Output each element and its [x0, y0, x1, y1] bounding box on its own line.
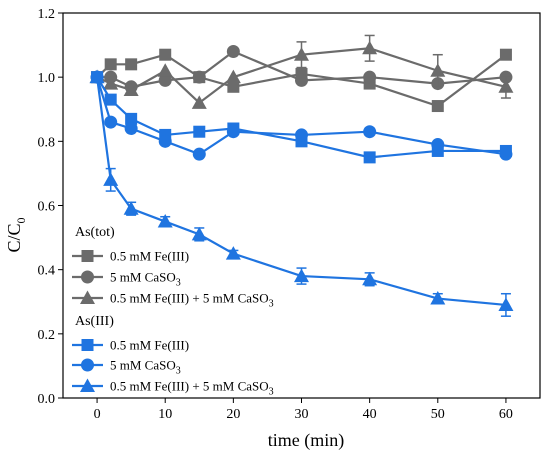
legend-label-main: 0.5 mM Fe(III) + 5 mM CaSO	[110, 291, 269, 306]
x-tick-label: 10	[158, 407, 172, 422]
y-tick-label: 1.0	[38, 71, 56, 86]
data-point	[226, 125, 240, 139]
data-point	[498, 79, 514, 93]
y-tick-label: 0.4	[38, 264, 56, 279]
data-point	[431, 100, 444, 113]
legend-label: 0.5 mM Fe(III) + 5 mM CaSO3	[110, 379, 274, 398]
data-point	[430, 63, 446, 77]
series-line	[97, 50, 507, 88]
x-tick-label: 40	[363, 407, 377, 422]
data-point	[191, 226, 207, 241]
data-point	[294, 47, 309, 61]
legend-label-main: 0.5 mM Fe(III) + 5 mM CaSO	[110, 379, 269, 394]
data-point	[362, 40, 378, 55]
legend-label-sub: 3	[176, 366, 181, 377]
series-line	[96, 47, 507, 105]
data-point	[103, 172, 119, 186]
legend-label-main: 5 mM CaSO	[110, 358, 176, 373]
data-point	[123, 82, 139, 96]
x-tick-label: 50	[431, 407, 445, 422]
data-point	[192, 147, 206, 161]
y-axis-title: C/C0	[4, 217, 28, 252]
data-point	[191, 95, 207, 109]
data-point	[294, 268, 309, 283]
data-point	[225, 69, 241, 84]
data-point	[363, 151, 376, 164]
y-axis-title-main: C/C	[4, 223, 24, 252]
data-point	[499, 147, 513, 161]
legend-label: 5 mM CaSO3	[110, 358, 181, 377]
legend-label-sub: 3	[176, 278, 181, 289]
legend-marker	[81, 358, 94, 372]
data-point	[295, 128, 308, 142]
legend-label: 5 mM CaSO3	[110, 270, 181, 289]
series-iii-circle	[90, 70, 513, 161]
legend-label: 0.5 mM Fe(III)	[110, 249, 189, 264]
legend-marker	[81, 339, 94, 351]
data-point	[104, 115, 118, 129]
data-point	[227, 80, 240, 93]
data-point	[124, 122, 138, 135]
legend-group-title: As(III)	[75, 314, 114, 329]
y-axis-title-sub: 0	[14, 217, 28, 223]
legend-label-main: 0.5 mM Fe(III)	[110, 338, 189, 353]
data-point	[363, 125, 377, 139]
legend-marker	[80, 290, 95, 304]
data-point	[295, 73, 308, 87]
legend-label-sub: 3	[269, 387, 274, 398]
x-tick-label: 20	[226, 407, 240, 422]
y-tick-label: 0.8	[38, 135, 56, 150]
x-tick-label: 30	[295, 407, 309, 422]
data-point	[125, 112, 138, 125]
data-point	[123, 201, 139, 215]
y-tick-label: 1.2	[38, 7, 56, 22]
legend-marker	[81, 250, 94, 262]
data-point	[104, 58, 117, 71]
data-point	[104, 93, 117, 106]
y-tick-label: 0.2	[38, 328, 56, 343]
x-axis-title: time (min)	[268, 430, 344, 451]
data-point	[362, 271, 378, 286]
series-line	[96, 76, 506, 159]
data-point	[430, 291, 446, 305]
series-iii-triangle	[89, 69, 514, 317]
data-point	[498, 297, 514, 311]
legend-label: 0.5 mM Fe(III)	[110, 338, 189, 353]
data-point	[499, 48, 512, 61]
data-point	[192, 70, 206, 84]
y-tick-label: 0.0	[38, 392, 56, 407]
data-point	[225, 246, 241, 260]
data-point	[158, 73, 172, 87]
legend-label-main: 5 mM CaSO	[110, 270, 176, 285]
data-point	[193, 125, 206, 138]
data-point	[158, 134, 172, 148]
legend-label: 0.5 mM Fe(III) + 5 mM CaSO3	[110, 291, 274, 310]
x-tick-label: 0	[94, 407, 101, 422]
data-point	[103, 76, 119, 90]
legend-label-main: 0.5 mM Fe(III)	[110, 249, 189, 264]
data-point	[125, 58, 138, 71]
legend-group-title: As(tot)	[75, 225, 115, 240]
series-line	[96, 76, 507, 156]
data-point	[157, 63, 173, 77]
data-point	[157, 214, 173, 228]
series-line	[95, 77, 507, 307]
data-point	[363, 70, 377, 84]
data-point	[431, 138, 445, 152]
y-tick-label: 0.6	[38, 200, 56, 215]
legend-marker	[80, 378, 95, 392]
data-point	[89, 69, 105, 84]
legend-marker	[81, 270, 94, 284]
series-line	[96, 53, 507, 108]
legend-label-sub: 3	[269, 299, 274, 310]
data-point	[226, 45, 240, 58]
data-point	[159, 48, 172, 61]
x-tick-label: 60	[499, 407, 513, 422]
